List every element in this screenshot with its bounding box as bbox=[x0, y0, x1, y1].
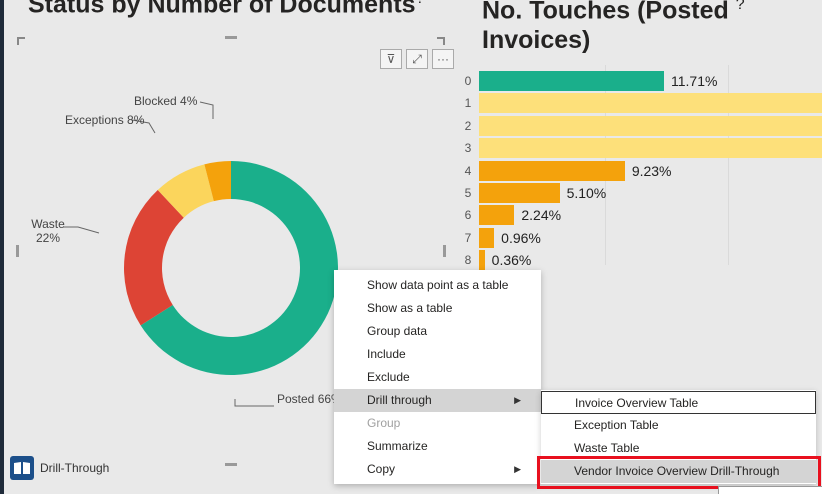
data-label-posted: Posted 66% bbox=[277, 392, 342, 406]
submenu-item-vendor-invoice-overview-drill-through[interactable]: Vendor Invoice Overview Drill-Through bbox=[541, 460, 816, 483]
drill-through-submenu: Invoice Overview Table Exception Table W… bbox=[541, 390, 816, 484]
filter-icon[interactable]: ⊽ bbox=[380, 49, 402, 69]
category-label: 2 bbox=[464, 118, 472, 133]
visual-header-toolbar: ⊽ ⤢ ··· bbox=[380, 49, 454, 69]
book-icon bbox=[10, 456, 34, 480]
bar-7[interactable] bbox=[479, 227, 495, 248]
bar-8[interactable] bbox=[479, 250, 485, 271]
info-icon[interactable]: ? bbox=[416, 0, 425, 7]
category-label: 7 bbox=[464, 230, 472, 245]
donut-slice-posted[interactable] bbox=[140, 161, 338, 375]
category-label: 3 bbox=[464, 141, 472, 156]
submenu-item-exception-table[interactable]: Exception Table bbox=[574, 418, 659, 432]
leader-line bbox=[234, 399, 274, 407]
bar-5[interactable] bbox=[479, 183, 560, 203]
data-label-blocked: Blocked 4% bbox=[134, 94, 198, 108]
selection-corner bbox=[437, 37, 445, 45]
menu-item-summarize[interactable]: Summarize bbox=[367, 439, 428, 453]
submenu-arrow-icon: ▶ bbox=[514, 395, 521, 405]
menu-item-copy[interactable]: Copy ▶ bbox=[334, 458, 541, 481]
bar-data-label: 11.71% bbox=[671, 73, 718, 89]
category-label: 4 bbox=[464, 163, 472, 178]
donut-chart-svg bbox=[63, 101, 338, 407]
category-label: 5 bbox=[464, 186, 472, 200]
menu-item-show-as-table[interactable]: Show as a table bbox=[367, 301, 453, 315]
bar-data-label: 5.10% bbox=[566, 185, 607, 201]
resize-handle-right[interactable] bbox=[443, 245, 446, 257]
menu-item-include[interactable]: Include bbox=[367, 347, 406, 361]
bar-1[interactable] bbox=[479, 93, 822, 114]
leader-line bbox=[199, 101, 214, 119]
background-panel-edge bbox=[718, 486, 822, 494]
donut-slice-exceptions[interactable] bbox=[157, 164, 214, 218]
submenu-item-invoice-overview-table[interactable]: Invoice Overview Table bbox=[541, 391, 816, 414]
bar-chart-visual[interactable]: 0 11.71% 1 2 3 4 9.23% 5 5.10% 6 2.24% 7 0.96% 8 0.36% bbox=[455, 65, 822, 271]
resize-handle-left[interactable] bbox=[16, 245, 19, 257]
category-label: 6 bbox=[464, 208, 472, 223]
category-label: 0 bbox=[464, 74, 472, 88]
bar-2[interactable] bbox=[479, 115, 822, 136]
donut-slice-blocked[interactable] bbox=[204, 161, 231, 202]
submenu-arrow-icon: ▶ bbox=[514, 464, 521, 474]
menu-item-exclude[interactable]: Exclude bbox=[367, 370, 410, 384]
bar-data-label: 0.36% bbox=[491, 252, 532, 269]
category-label: 1 bbox=[464, 96, 472, 111]
category-label: 8 bbox=[464, 253, 472, 268]
bar-data-label: 9.23% bbox=[631, 162, 672, 179]
resize-handle-bottom[interactable] bbox=[225, 463, 237, 466]
menu-item-drill-through[interactable]: Drill through ▶ bbox=[334, 389, 541, 412]
submenu-item-waste-table[interactable]: Waste Table bbox=[574, 441, 640, 455]
bar-chart-title: No. Touches (Posted ? Invoices) bbox=[482, 0, 812, 55]
drill-through-label: Drill-Through bbox=[40, 461, 110, 475]
menu-item-group: Group bbox=[367, 416, 401, 430]
data-label-exceptions: Exceptions 8% bbox=[65, 113, 145, 127]
data-label-waste: Waste 22% bbox=[31, 217, 65, 245]
highlight-annotation-box bbox=[537, 456, 821, 489]
drill-through-button[interactable]: Drill-Through bbox=[10, 456, 109, 480]
more-options-icon[interactable]: ··· bbox=[432, 49, 454, 69]
bar-3[interactable] bbox=[479, 138, 822, 159]
bar-0[interactable] bbox=[479, 71, 664, 91]
gridline bbox=[728, 65, 729, 265]
donut-chart-visual[interactable]: ⊽ ⤢ ··· Posted 66% Waste 22% Exceptions … bbox=[16, 36, 454, 466]
focus-mode-icon[interactable]: ⤢ bbox=[406, 49, 428, 69]
menu-item-show-data-point-as-table[interactable]: Show data point as a table bbox=[367, 278, 509, 292]
resize-handle-top[interactable] bbox=[225, 36, 237, 39]
donut-chart-title: Status by Number of Documents? bbox=[28, 0, 448, 19]
leader-line bbox=[63, 226, 100, 234]
left-edge-strip bbox=[0, 0, 4, 494]
bar-4[interactable] bbox=[479, 160, 625, 181]
context-menu: Show data point as a table Show as a tab… bbox=[334, 270, 541, 484]
leader-line bbox=[131, 119, 156, 134]
bar-data-label: 2.24% bbox=[521, 207, 562, 224]
menu-item-group-data[interactable]: Group data bbox=[367, 324, 428, 338]
bar-data-label: 0.96% bbox=[501, 229, 541, 246]
bar-6[interactable] bbox=[479, 205, 515, 226]
selection-corner bbox=[17, 37, 25, 45]
donut-slice-waste[interactable] bbox=[124, 190, 184, 326]
info-icon-right[interactable]: ? bbox=[735, 0, 745, 13]
